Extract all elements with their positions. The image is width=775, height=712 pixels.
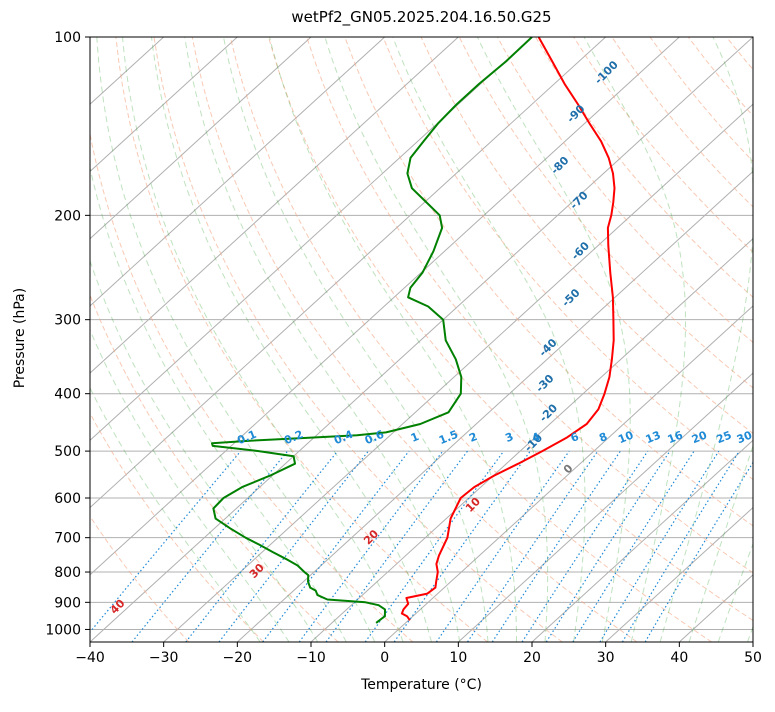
isotherm-line — [0, 37, 237, 642]
y-axis-label: Pressure (hPa) — [12, 288, 28, 388]
dry-adiabat-line — [345, 37, 775, 642]
dry-adiabat-label: -20 — [537, 401, 560, 424]
mixing-ratio-label: 13 — [644, 429, 663, 447]
isotherm-line — [753, 37, 775, 642]
moist-adiabat-label: 40 — [108, 597, 128, 617]
mixing-ratio-line — [326, 451, 467, 642]
dry-adiabat-line — [765, 37, 775, 642]
y-tick-label: 600 — [54, 491, 81, 507]
moist-adiabat-line — [660, 37, 754, 642]
y-tick-label: 400 — [54, 387, 81, 403]
dry-adiabat-label: -40 — [536, 336, 559, 359]
dry-adiabat-label: -100 — [592, 58, 621, 87]
profile-lines — [212, 37, 615, 623]
y-tick-label: 100 — [54, 30, 81, 46]
chart-title: wetPf2_GN05.2025.204.16.50.G25 — [90, 8, 753, 26]
x-tick-label: 0 — [380, 650, 389, 666]
y-tick-label: 500 — [54, 444, 81, 460]
moist-adiabat-label: 20 — [361, 527, 381, 547]
mixing-ratio-line — [219, 451, 368, 642]
mixing-ratio-line — [573, 451, 694, 642]
isotherm-line — [90, 37, 753, 642]
moist-adiabat-line — [33, 37, 289, 642]
background-lines — [0, 37, 775, 642]
dry-adiabat-line — [650, 37, 775, 642]
mixing-ratio-line — [492, 451, 620, 642]
dry-adiabat-line — [612, 37, 775, 642]
mixing-ratio-line — [82, 451, 241, 642]
x-tick-label: 50 — [744, 650, 762, 666]
y-tick-label: 800 — [54, 565, 81, 581]
dry-adiabat-line — [230, 37, 711, 642]
dry-adiabat-line — [688, 37, 775, 642]
dry-adiabat-line — [78, 37, 413, 642]
mixing-ratio-line — [600, 451, 719, 642]
dry-adiabat-label: -80 — [548, 154, 571, 177]
y-tick-label: 1000 — [45, 622, 81, 638]
y-tick-label: 700 — [54, 531, 81, 547]
x-tick-label: −20 — [223, 650, 253, 666]
isotherm-line — [0, 37, 311, 642]
mixing-ratio-label: 16 — [666, 428, 685, 446]
isotherm-line — [0, 37, 606, 642]
x-tick-label: 30 — [597, 650, 615, 666]
dry-adiabat-label: -90 — [564, 102, 587, 125]
mixing-ratio-label: 30 — [735, 428, 754, 446]
mixing-ratio-label: 36 — [756, 428, 775, 446]
moist-adiabat-line — [74, 37, 347, 642]
x-tick-label: −30 — [149, 650, 179, 666]
dry-adiabat-label: -50 — [559, 286, 582, 309]
moist-adiabat-line — [185, 37, 460, 642]
dry-adiabat-line — [269, 37, 775, 642]
y-tick-label: 300 — [54, 313, 81, 329]
mixing-ratio-label: 2 — [467, 430, 479, 445]
mixing-ratio-label: 10 — [616, 428, 635, 446]
isotherm-line — [0, 37, 458, 642]
mixing-ratio-line — [365, 451, 503, 642]
mixing-ratio-line — [622, 451, 739, 642]
mixing-ratio-label: 0.2 — [282, 428, 305, 447]
mixing-ratio-label: 8 — [597, 430, 609, 445]
y-tick-label: 900 — [54, 595, 81, 611]
isotherm-line — [16, 37, 679, 642]
mixing-ratio-label: 0.4 — [332, 428, 355, 447]
x-tick-label: −40 — [75, 650, 105, 666]
dry-adiabat-label: -30 — [533, 372, 556, 395]
x-tick-label: −10 — [296, 650, 326, 666]
dry-adiabat-line — [574, 37, 775, 642]
mixing-ratio-line — [263, 451, 409, 642]
y-tick-label: 200 — [54, 208, 81, 224]
x-tick-label: 10 — [449, 650, 467, 666]
moist-adiabat-line — [584, 37, 686, 642]
moist-adiabat-line — [152, 37, 432, 642]
dry-adiabat-label: -60 — [569, 239, 592, 262]
mixing-ratio-line — [436, 451, 569, 642]
isotherm-line — [0, 37, 532, 642]
moist-adiabat-line — [53, 37, 318, 642]
dry-adiabat-label: -70 — [567, 189, 590, 212]
dry-adiabat-line — [726, 37, 775, 642]
x-axis-label: Temperature (°C) — [90, 677, 753, 693]
axes: −40 −30 −20 −10 0 10 20 30 40 50 100 200 300 400 500 60… — [45, 30, 762, 666]
x-tick-label: 40 — [670, 650, 688, 666]
moist-adiabat-line — [689, 37, 775, 642]
x-tick-label: 20 — [523, 650, 541, 666]
mixing-ratio-label: 3 — [503, 430, 515, 445]
mixing-ratio-label: 1.5 — [437, 428, 460, 447]
mixing-ratio-line — [546, 451, 670, 642]
dry-adiabat-line — [497, 37, 775, 642]
mixing-ratio-label: 25 — [714, 429, 733, 447]
moist-adiabat-line — [748, 37, 775, 642]
